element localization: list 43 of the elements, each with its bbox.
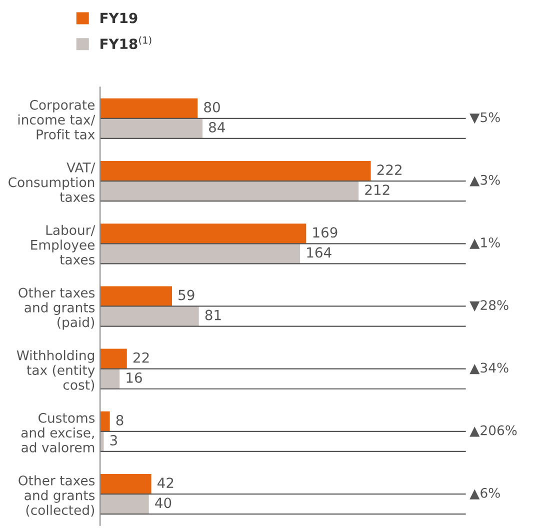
bar [100,411,110,432]
bar [100,244,300,264]
data-label: 84 [209,122,225,132]
legend-label: FY18$^{(1)}$ [100,36,152,50]
y-tick-label: Withholding tax (entity cost) [16,350,95,392]
y-tick-label: Other taxes and grants (paid) [18,287,95,330]
bar [100,474,152,494]
y-tick-label: Customs and excise, ad valorem [21,412,95,452]
data-label: 8 [116,414,124,426]
text: ▲3% [470,174,500,186]
data-label: 212 [365,184,390,195]
y-tick-label: Corporate income tax/ Profit tax [18,100,96,140]
data-label: 3 [110,434,118,446]
y-tick-label: VAT/ Consumption taxes [8,162,96,202]
bar [100,368,120,389]
y-tick-label: Labour/ Employee taxes [31,224,96,265]
bar [100,224,306,244]
data-label: 16 [126,372,142,383]
bar [100,181,359,202]
data-label: 81 [205,310,221,320]
data-label: 169 [313,227,338,238]
text: ▲1% [470,237,500,249]
data-label: 40 [155,498,172,508]
bar [100,494,149,514]
y-tick-label: Other taxes and grants (collected) [18,475,95,517]
data-label: 42 [158,478,174,488]
data-label: 22 [133,352,149,363]
text: ▼5% [470,112,500,124]
bar [100,160,371,182]
data-label: 222 [377,164,402,175]
bar [100,286,172,306]
text: ▲206% [470,425,517,437]
legend-label: FY19 [100,12,138,24]
bar [100,118,203,138]
data-label: 59 [178,290,194,300]
text: ▲6% [470,488,500,500]
text: ▲34% [470,362,508,374]
data-label: 80 [204,102,220,112]
text: ▼28% [470,300,508,312]
bar [100,98,198,118]
bar [100,306,199,326]
data-label: 164 [307,247,332,258]
bar [100,348,127,369]
